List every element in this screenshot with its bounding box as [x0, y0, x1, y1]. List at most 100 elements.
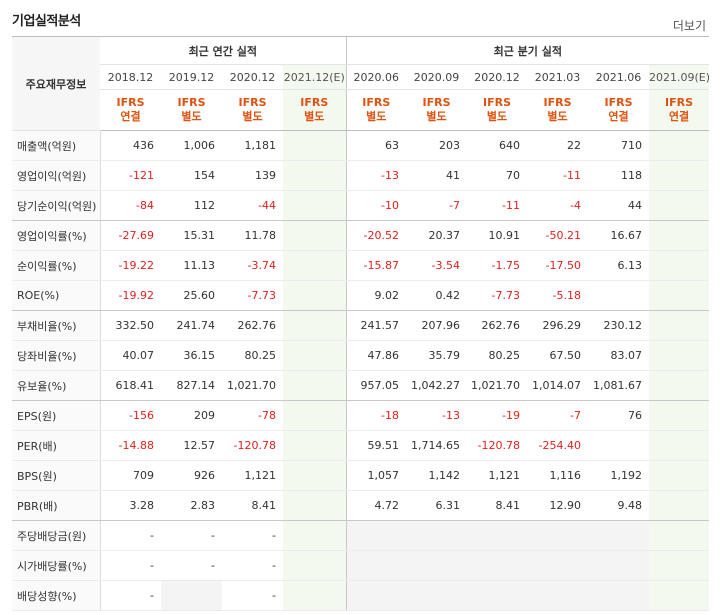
value-cell: [649, 550, 710, 581]
value-cell: 209: [161, 400, 222, 431]
row-label: 배당성향(%): [12, 580, 101, 611]
value-cell: -: [222, 580, 283, 611]
value-cell: 154: [161, 160, 222, 191]
quarter-header: 최근 분기 실적: [345, 36, 710, 65]
value-cell: -: [100, 580, 161, 611]
row-label: ROE(%): [12, 280, 101, 311]
value-cell: [283, 340, 347, 371]
value-cell: [649, 520, 710, 551]
row-label: 유보율(%): [12, 370, 101, 401]
value-cell: [527, 520, 589, 551]
value-cell: 709: [100, 460, 161, 491]
ifrs-standard: IFRS: [177, 96, 206, 109]
annual-header: 최근 연간 실적: [100, 36, 347, 65]
section-title: 기업실적분석: [12, 14, 81, 29]
value-cell: -3.54: [406, 250, 468, 281]
value-cell: 3.28: [100, 490, 161, 521]
ifrs-scope: 별도: [486, 110, 508, 123]
row-label: 영업이익(억원): [12, 160, 101, 191]
table-row: 당기순이익(억원) -84 112 -44 -10 -7 -11 -4 44: [12, 190, 710, 221]
table-row: ROE(%) -19.92 25.60 -7.73 9.02 0.42 -7.73 -5.18: [12, 280, 710, 311]
ifrs-scope: 별도: [181, 110, 202, 123]
value-cell: 957.05: [345, 370, 407, 401]
table-row: PER(배) -14.88 12.57 -120.78 59.51 1,714.65 -12…: [12, 430, 710, 461]
value-cell: [588, 550, 650, 581]
value-cell: [649, 370, 710, 401]
ifrs-scope: 연결: [608, 110, 629, 123]
value-cell: 1,714.65: [406, 430, 468, 461]
value-cell: -50.21: [527, 220, 589, 251]
table-row: 시가배당률(%) - - -: [12, 550, 710, 581]
value-cell: 47.86: [345, 340, 407, 371]
row-label: 부채비율(%): [12, 310, 101, 341]
value-cell: 436: [100, 130, 161, 161]
ifrs-header: IFRS 별도: [406, 89, 468, 131]
period-header: 2020.06: [345, 64, 407, 90]
value-cell: 1,042.27: [406, 370, 468, 401]
ifrs-standard: IFRS: [422, 96, 451, 109]
table-row: 유보율(%) 618.41 827.14 1,021.70 957.05 1,042.27…: [12, 370, 710, 401]
value-cell: [649, 580, 710, 611]
value-cell: 59.51: [345, 430, 407, 461]
value-cell: 112: [161, 190, 222, 221]
value-cell: -14.88: [100, 430, 161, 461]
ifrs-header: IFRS 별도: [161, 89, 222, 131]
ifrs-standard: IFRS: [543, 96, 572, 109]
value-cell: [283, 430, 347, 461]
ifrs-scope: 별도: [242, 110, 263, 123]
value-cell: 1,081.67: [588, 370, 650, 401]
value-cell: 12.57: [161, 430, 222, 461]
value-cell: 41: [406, 160, 468, 191]
value-cell: [161, 580, 222, 611]
value-cell: 1,142: [406, 460, 468, 491]
value-cell: 9.02: [345, 280, 407, 311]
value-cell: -84: [100, 190, 161, 221]
value-cell: -44: [222, 190, 283, 221]
value-cell: [283, 460, 347, 491]
value-cell: [588, 580, 650, 611]
value-cell: [649, 340, 710, 371]
period-header: 2019.12: [161, 64, 222, 90]
period-header: 2020.12: [222, 64, 283, 90]
value-cell: 926: [161, 460, 222, 491]
ifrs-header: IFRS 별도: [283, 89, 347, 131]
value-cell: -: [100, 550, 161, 581]
table-row: EPS(원) -156 209 -78 -18 -13 -19 -7 76: [12, 400, 710, 431]
value-cell: 80.25: [467, 340, 528, 371]
value-cell: [588, 280, 650, 311]
value-cell: 118: [588, 160, 650, 191]
period-header: 2020.09: [406, 64, 468, 90]
value-cell: 1,006: [161, 130, 222, 161]
row-label: 매출액(억원): [12, 130, 101, 161]
value-cell: 1,121: [222, 460, 283, 491]
value-cell: [588, 520, 650, 551]
value-cell: 22: [527, 130, 589, 161]
value-cell: -7.73: [467, 280, 528, 311]
value-cell: 20.37: [406, 220, 468, 251]
value-cell: [649, 490, 710, 521]
value-cell: -13: [345, 160, 407, 191]
value-cell: [283, 220, 347, 251]
period-header: 2020.12: [467, 64, 528, 90]
value-cell: [649, 430, 710, 461]
value-cell: -121: [100, 160, 161, 191]
value-cell: 1,192: [588, 460, 650, 491]
value-cell: 207.96: [406, 310, 468, 341]
value-cell: 296.29: [527, 310, 589, 341]
more-link[interactable]: 더보기: [672, 19, 706, 33]
value-cell: -: [222, 520, 283, 551]
value-cell: -7: [527, 400, 589, 431]
value-cell: 12.90: [527, 490, 589, 521]
value-cell: [649, 460, 710, 491]
ifrs-standard: IFRS: [300, 96, 329, 109]
value-cell: -7.73: [222, 280, 283, 311]
row-label: 주당배당금(원): [12, 520, 101, 551]
table-row: 영업이익(억원) -121 154 139 -13 41 70 -11 118: [12, 160, 710, 191]
table-row: BPS(원) 709 926 1,121 1,057 1,142 1,121 1,116 1,1…: [12, 460, 710, 491]
table-row: 부채비율(%) 332.50 241.74 262.76 241.57 207.96 262…: [12, 310, 710, 341]
table-row: 당좌비율(%) 40.07 36.15 80.25 47.86 35.79 80.25 67.…: [12, 340, 710, 371]
table-row: 순이익률(%) -19.22 11.13 -3.74 -15.87 -3.54 -1.75-…: [12, 250, 710, 281]
value-cell: 67.50: [527, 340, 589, 371]
row-label: 영업이익률(%): [12, 220, 101, 251]
row-label: BPS(원): [12, 460, 101, 491]
